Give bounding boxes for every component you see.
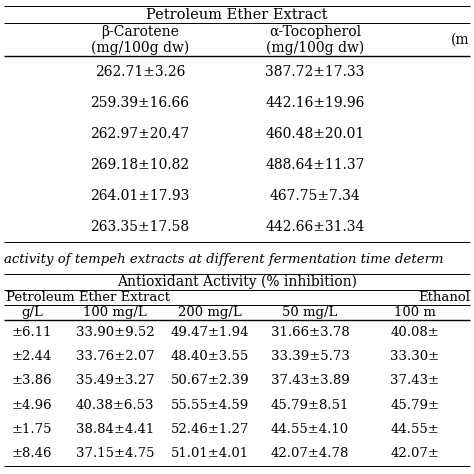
Text: 40.08±: 40.08± (391, 326, 439, 338)
Text: 269.18±10.82: 269.18±10.82 (91, 157, 190, 172)
Text: 37.15±4.75: 37.15±4.75 (76, 447, 154, 460)
Text: β-Carotene: β-Carotene (101, 25, 179, 38)
Text: 42.07±: 42.07± (391, 447, 439, 460)
Text: 387.72±17.33: 387.72±17.33 (265, 64, 365, 79)
Text: 259.39±16.66: 259.39±16.66 (91, 95, 190, 109)
Text: 100 mg/L: 100 mg/L (83, 306, 147, 319)
Text: 48.40±3.55: 48.40±3.55 (171, 350, 249, 363)
Text: ±6.11: ±6.11 (12, 326, 52, 338)
Text: 442.66±31.34: 442.66±31.34 (265, 219, 365, 234)
Text: 37.43±3.89: 37.43±3.89 (271, 374, 349, 387)
Text: 200 mg/L: 200 mg/L (178, 306, 242, 319)
Text: 51.01±4.01: 51.01±4.01 (171, 447, 249, 460)
Text: 37.43±: 37.43± (391, 374, 439, 387)
Text: 38.84±4.41: 38.84±4.41 (76, 423, 154, 436)
Text: 44.55±4.10: 44.55±4.10 (271, 423, 349, 436)
Text: 49.47±1.94: 49.47±1.94 (171, 326, 249, 338)
Text: 45.79±: 45.79± (391, 399, 439, 411)
Text: Petroleum Ether Extract: Petroleum Ether Extract (6, 291, 170, 304)
Text: ±3.86: ±3.86 (12, 374, 52, 387)
Text: ±2.44: ±2.44 (12, 350, 52, 363)
Text: 262.97±20.47: 262.97±20.47 (91, 127, 190, 140)
Text: 35.49±3.27: 35.49±3.27 (76, 374, 155, 387)
Text: 442.16±19.96: 442.16±19.96 (265, 95, 365, 109)
Text: (mg/100g dw): (mg/100g dw) (91, 40, 189, 55)
Text: 263.35±17.58: 263.35±17.58 (91, 219, 190, 234)
Text: 488.64±11.37: 488.64±11.37 (265, 157, 365, 172)
Text: ±8.46: ±8.46 (12, 447, 52, 460)
Text: 100 m: 100 m (394, 306, 436, 319)
Text: (m: (m (451, 33, 470, 46)
Text: 40.38±6.53: 40.38±6.53 (76, 399, 154, 411)
Text: 262.71±3.26: 262.71±3.26 (95, 64, 185, 79)
Text: 33.90±9.52: 33.90±9.52 (76, 326, 155, 338)
Text: 33.30±: 33.30± (391, 350, 439, 363)
Text: 33.76±2.07: 33.76±2.07 (76, 350, 155, 363)
Text: 460.48±20.01: 460.48±20.01 (265, 127, 365, 140)
Text: 33.39±5.73: 33.39±5.73 (271, 350, 349, 363)
Text: ±1.75: ±1.75 (12, 423, 52, 436)
Text: 45.79±8.51: 45.79±8.51 (271, 399, 349, 411)
Text: Ethanol: Ethanol (418, 291, 470, 304)
Text: 52.46±1.27: 52.46±1.27 (171, 423, 249, 436)
Text: 467.75±7.34: 467.75±7.34 (270, 189, 360, 202)
Text: 44.55±: 44.55± (391, 423, 439, 436)
Text: ±4.96: ±4.96 (12, 399, 52, 411)
Text: Petroleum Ether Extract: Petroleum Ether Extract (146, 8, 328, 21)
Text: g/L: g/L (21, 306, 43, 319)
Text: 264.01±17.93: 264.01±17.93 (91, 189, 190, 202)
Text: 42.07±4.78: 42.07±4.78 (271, 447, 349, 460)
Text: 50 mg/L: 50 mg/L (283, 306, 337, 319)
Text: 50.67±2.39: 50.67±2.39 (171, 374, 249, 387)
Text: 55.55±4.59: 55.55±4.59 (171, 399, 249, 411)
Text: (mg/100g dw): (mg/100g dw) (266, 40, 364, 55)
Text: 31.66±3.78: 31.66±3.78 (271, 326, 349, 338)
Text: α-Tocopherol: α-Tocopherol (269, 25, 361, 38)
Text: activity of tempeh extracts at different fermentation time determ: activity of tempeh extracts at different… (4, 253, 444, 265)
Text: Antioxidant Activity (% inhibition): Antioxidant Activity (% inhibition) (117, 275, 357, 289)
